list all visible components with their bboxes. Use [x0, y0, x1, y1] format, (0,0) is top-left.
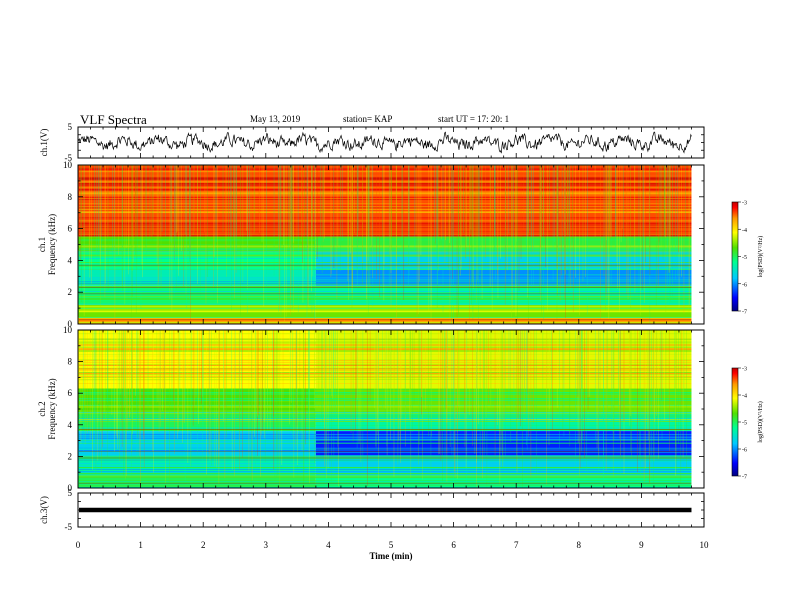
no-data-area [691, 330, 704, 488]
spectrogram-body [78, 329, 692, 489]
colorbar-label: log(PSD)(V²/Hz) [757, 236, 764, 277]
frequency-tick-label: 10 [63, 160, 73, 170]
colorbar-tick-label: -5 [742, 255, 747, 261]
colorbar-scale [731, 201, 739, 312]
frequency-tick-label: 8 [68, 357, 73, 367]
ch2-spectrogram-panel: 0 2 4 6 8 10 ch.2 Frequency (kHz) [37, 325, 705, 493]
time-tick-label: 5 [389, 540, 394, 550]
colorbar-tick-label: -4 [742, 228, 747, 234]
colorbar-tick-label: -3 [742, 201, 747, 207]
time-tick-label: 10 [700, 540, 710, 550]
band-before [78, 330, 316, 389]
frequency-tick-label: 2 [68, 287, 73, 297]
ch1-voltage-panel: 5 -5 ch.1(V) [39, 122, 705, 163]
voltage-axis-label: ch.3(V) [39, 496, 49, 524]
voltage-tick-label: -5 [65, 153, 73, 163]
spectrogram-body [78, 164, 692, 324]
band-before [78, 285, 316, 305]
band-after [315, 330, 692, 389]
time-tick-label: 0 [76, 540, 81, 550]
ch1-spectrogram-panel: 0 2 4 6 8 10 ch.1 Frequency (kHz) [37, 160, 705, 329]
colorbar-tick-label: -3 [742, 367, 747, 373]
colorbar-tick-label: -6 [742, 448, 747, 454]
frequency-tick-label: 6 [68, 388, 73, 398]
voltage-axis-label: ch.1(V) [39, 129, 49, 157]
time-axis-label: Time (min) [369, 551, 412, 561]
time-axis: 0 1 2 3 4 5 6 7 8 9 10 Time (min) [76, 540, 709, 561]
date-label: May 13, 2019 [250, 114, 301, 124]
ch1-waveform [77, 131, 692, 154]
time-tick-label: 1 [138, 540, 143, 550]
colorbar-tick-label: -4 [742, 394, 747, 400]
time-tick-label: 9 [639, 540, 644, 550]
frequency-tick-label: 10 [63, 325, 73, 335]
time-tick-label: 8 [577, 540, 582, 550]
time-tick-label: 7 [514, 540, 519, 550]
no-data-area [691, 165, 704, 324]
voltage-tick-label: 5 [68, 488, 73, 498]
voltage-tick-label: 5 [68, 122, 73, 132]
colorbar-tick-label: -5 [742, 421, 747, 427]
time-tick-label: 3 [264, 540, 269, 550]
colorbar-tick-label: -7 [742, 475, 747, 481]
ch3-voltage-panel: 5 -5 ch.3(V) [39, 488, 705, 532]
time-tick-label: 6 [451, 540, 456, 550]
frequency-axis-label: ch.1 [37, 237, 47, 252]
start-time-label: start UT = 17: 20: 1 [438, 114, 510, 124]
frequency-tick-label: 2 [68, 451, 73, 461]
frequency-axis-label: ch.2 [37, 401, 47, 416]
frequency-axis-label: Frequency (kHz) [47, 378, 57, 439]
frequency-tick-label: 4 [68, 420, 73, 430]
station-label: station= KAP [343, 114, 393, 124]
frequency-tick-label: 4 [68, 255, 73, 265]
frequency-tick-label: 0 [68, 319, 73, 329]
band-after [315, 285, 692, 305]
time-tick-label: 4 [326, 540, 331, 550]
spectrogram-texture [79, 329, 692, 489]
frequency-tick-label: 6 [68, 224, 73, 234]
frequency-axis-label: Frequency (kHz) [47, 214, 57, 275]
voltage-tick-label: -5 [65, 522, 73, 532]
ch2-colorbar: -3 -4 -5 -6 -7 log(PSD)(V²/Hz) [731, 367, 764, 481]
colorbar-scale [731, 367, 739, 477]
frequency-tick-label: 8 [68, 192, 73, 202]
colorbar-tick-label: -6 [742, 282, 747, 288]
figure-title: VLF Spectra [80, 112, 147, 127]
ch1-colorbar: -3 -4 -5 -6 -7 log(PSD)(V²/Hz) [731, 201, 764, 316]
colorbar-label: log(PSD)(V²/Hz) [757, 401, 764, 442]
colorbar-tick-label: -7 [742, 310, 747, 316]
time-tick-label: 2 [201, 540, 206, 550]
frequency-tick-label: 0 [68, 483, 73, 493]
